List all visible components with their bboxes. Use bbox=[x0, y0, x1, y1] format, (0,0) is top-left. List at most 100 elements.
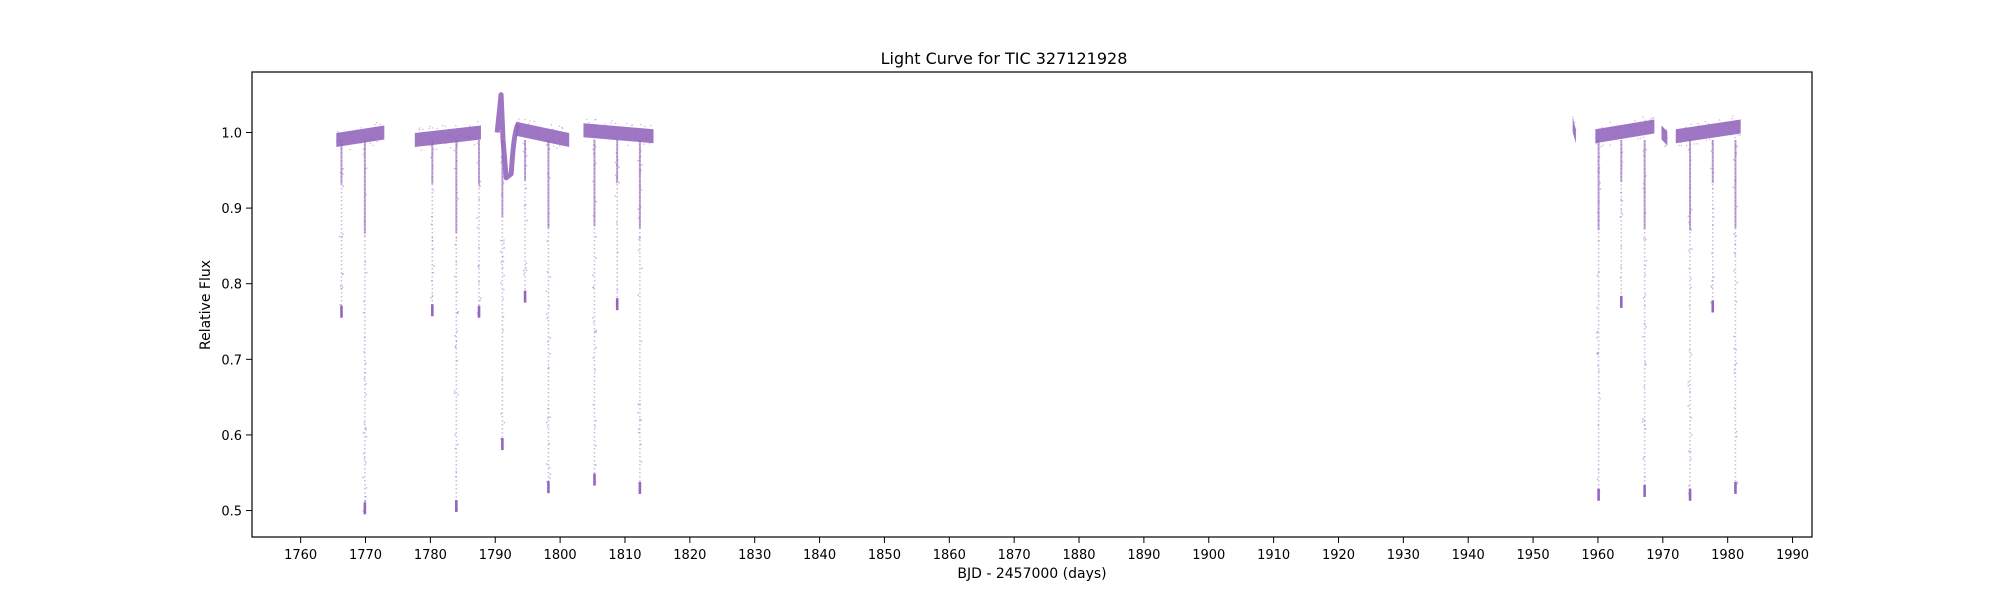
flux-point bbox=[637, 403, 640, 406]
flux-point bbox=[339, 285, 342, 288]
flux-point bbox=[442, 133, 444, 135]
flux-point bbox=[1713, 135, 1716, 137]
flux-point bbox=[476, 226, 479, 229]
flux-point bbox=[1598, 490, 1601, 492]
flux-point bbox=[1735, 153, 1737, 156]
flux-point bbox=[1705, 129, 1707, 131]
flux-point bbox=[547, 407, 549, 410]
flux-point bbox=[1690, 416, 1693, 419]
flux-point bbox=[1735, 362, 1738, 365]
flux-point bbox=[637, 159, 640, 162]
flux-point bbox=[1732, 186, 1735, 189]
flux-point bbox=[1572, 116, 1574, 118]
x-tick-label: 1940 bbox=[1452, 548, 1485, 563]
baseline-segment bbox=[1572, 116, 1577, 144]
flux-point bbox=[1733, 251, 1736, 254]
flux-point bbox=[468, 135, 471, 137]
flux-point bbox=[433, 148, 435, 151]
flux-point bbox=[593, 196, 596, 199]
flux-point bbox=[1596, 352, 1599, 355]
flux-point bbox=[1712, 276, 1715, 279]
flux-point bbox=[365, 428, 367, 431]
flux-point bbox=[374, 123, 376, 126]
flux-point bbox=[549, 473, 552, 476]
flux-point bbox=[1651, 117, 1653, 119]
flux-point bbox=[627, 144, 630, 147]
flux-point bbox=[1621, 200, 1624, 202]
flux-point bbox=[342, 185, 345, 188]
flux-point bbox=[1598, 171, 1601, 174]
flux-point bbox=[1735, 349, 1738, 351]
flux-point bbox=[370, 135, 373, 138]
flux-point bbox=[595, 200, 597, 203]
flux-point bbox=[1688, 267, 1691, 270]
flux-point bbox=[1709, 138, 1711, 141]
flux-point bbox=[1620, 266, 1622, 268]
flux-point bbox=[1690, 248, 1693, 250]
flux-point bbox=[453, 390, 456, 392]
flux-point bbox=[430, 156, 432, 159]
flux-point bbox=[640, 340, 643, 343]
flux-point bbox=[453, 167, 456, 170]
flux-point bbox=[1696, 143, 1699, 145]
flux-point bbox=[423, 134, 426, 137]
flux-point bbox=[365, 271, 368, 274]
flux-point bbox=[362, 432, 365, 434]
flux-point bbox=[456, 508, 459, 511]
flux-point bbox=[558, 125, 561, 127]
flux-point bbox=[1736, 205, 1739, 208]
flux-point bbox=[640, 169, 643, 172]
flux-point bbox=[365, 393, 368, 396]
flux-point bbox=[503, 239, 505, 242]
flux-point bbox=[552, 130, 555, 133]
flux-point bbox=[646, 137, 648, 140]
flux-point bbox=[1572, 119, 1575, 121]
flux-point bbox=[1619, 126, 1621, 129]
flux-point bbox=[1609, 121, 1611, 124]
flux-point bbox=[1710, 150, 1713, 152]
flux-point bbox=[1732, 158, 1735, 161]
flux-point bbox=[432, 248, 435, 251]
flux-point bbox=[1596, 330, 1599, 333]
flux-point bbox=[1735, 301, 1738, 303]
flux-point bbox=[1711, 142, 1714, 145]
flux-point bbox=[503, 288, 505, 291]
flux-point bbox=[595, 419, 597, 422]
flux-point bbox=[428, 127, 431, 130]
x-tick-label: 1910 bbox=[1257, 548, 1290, 563]
flux-point bbox=[477, 246, 480, 249]
axes-layer: 1760 1770 1780 1790 1800 1810 1820 1830 1840 1850… bbox=[221, 126, 1809, 563]
flux-point bbox=[1736, 130, 1739, 133]
flux-point bbox=[1649, 118, 1652, 121]
flux-point bbox=[561, 127, 564, 130]
flux-point bbox=[594, 133, 596, 136]
flux-point bbox=[1639, 129, 1642, 132]
flux-point bbox=[444, 125, 446, 127]
flux-point bbox=[467, 135, 470, 138]
flux-point bbox=[362, 510, 365, 512]
flux-point bbox=[342, 167, 345, 170]
flux-point bbox=[1687, 450, 1690, 453]
flux-point bbox=[629, 131, 631, 134]
flux-point bbox=[1688, 249, 1690, 252]
flux-point bbox=[587, 130, 589, 133]
eclipse bbox=[429, 140, 435, 317]
flux-point bbox=[369, 138, 372, 140]
flux-point bbox=[376, 141, 378, 143]
flux-point bbox=[546, 317, 549, 320]
flux-point bbox=[464, 131, 466, 134]
flux-point bbox=[500, 193, 503, 196]
flux-point bbox=[1606, 139, 1608, 141]
flux-point bbox=[1644, 305, 1646, 308]
flux-point bbox=[561, 126, 563, 129]
flux-point bbox=[502, 329, 505, 332]
eclipse bbox=[338, 139, 345, 318]
flux-point bbox=[454, 243, 457, 246]
flux-point bbox=[616, 289, 619, 292]
flux-point bbox=[536, 130, 538, 132]
flux-point bbox=[1685, 144, 1688, 147]
flux-point bbox=[1711, 252, 1713, 255]
flux-point bbox=[615, 221, 618, 224]
x-tick-label: 1850 bbox=[868, 548, 901, 563]
